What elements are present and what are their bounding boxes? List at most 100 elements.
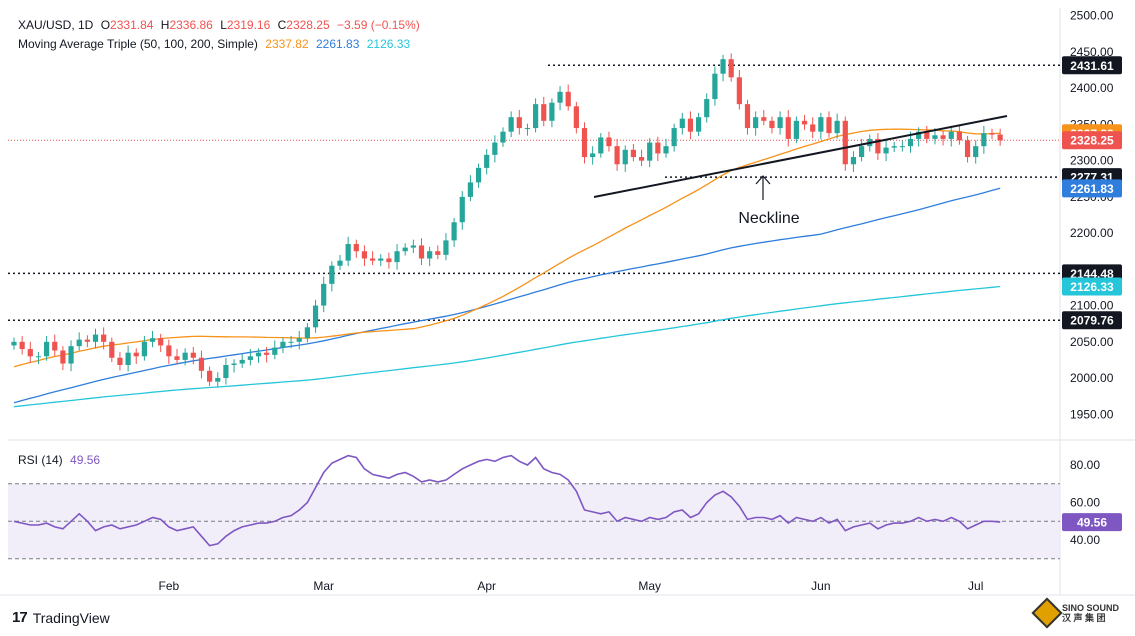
candle-body <box>492 142 498 155</box>
candle-body <box>981 133 987 147</box>
tradingview-icon: 17 <box>12 609 28 626</box>
candle-body <box>223 364 229 379</box>
last-price-tag <box>1062 131 1122 150</box>
candle-body <box>598 137 604 154</box>
candle-body <box>940 135 946 139</box>
ma100-line <box>13 187 1001 404</box>
time-axis: Feb Mar Apr May Jun Jul <box>159 579 984 593</box>
candle-body <box>753 117 759 129</box>
open-label: O <box>100 18 111 32</box>
price-tick-label: 2400.00 <box>1070 81 1114 95</box>
candle-body <box>125 352 131 365</box>
candle-body <box>101 334 107 342</box>
month-label: Jul <box>968 579 983 593</box>
symbol-label: XAU/USD, 1D <box>18 18 94 32</box>
watermark-text: SINO SOUND 汉 声 集 团 <box>1062 603 1120 623</box>
candle-body <box>818 117 824 132</box>
watermark: SINO SOUND 汉 声 集 团 <box>1031 597 1120 629</box>
ma200-tag <box>1062 277 1122 296</box>
candle-body <box>663 146 669 154</box>
candle-body <box>443 240 449 255</box>
ma-header: Moving Average Triple (50, 100, 200, Sim… <box>18 37 414 51</box>
rsi-pane <box>8 454 1060 560</box>
open-value: 2331.84 <box>110 18 154 32</box>
candle-body <box>435 251 441 255</box>
level-2144-tag-label: 2144.48 <box>1070 267 1114 281</box>
month-label: Feb <box>159 579 180 593</box>
candle-body <box>696 117 702 132</box>
change-value: −3.59 (−0.15%) <box>337 18 420 32</box>
candle-body <box>581 128 588 158</box>
ma-title[interactable]: Moving Average Triple (50, 100, 200, Sim… <box>18 37 258 51</box>
candle-body <box>272 347 278 355</box>
rsi-header-value: 49.56 <box>70 453 101 467</box>
candle-body <box>777 117 783 129</box>
price-axis: 1950.002000.002050.002100.002150.002200.… <box>1070 9 1114 547</box>
candle-body <box>508 117 514 132</box>
candle-body <box>68 346 74 364</box>
price-pane: Neckline <box>0 8 1135 596</box>
price-tick-label: 2500.00 <box>1070 9 1114 23</box>
candle-body <box>924 131 930 139</box>
candle-body <box>973 146 979 158</box>
candle-body <box>92 334 99 342</box>
candle-body <box>402 247 408 252</box>
candle-body <box>166 345 172 357</box>
candle-body <box>516 117 522 129</box>
candle-body <box>964 140 971 158</box>
candle-body <box>296 338 302 342</box>
candle-body <box>573 106 579 129</box>
candle-body <box>247 356 253 360</box>
candle-body <box>158 338 164 346</box>
candle-body <box>655 142 661 154</box>
ma200-tag-label: 2126.33 <box>1070 280 1114 294</box>
candle-body <box>255 352 262 357</box>
candle-body <box>785 117 791 139</box>
candle-body <box>989 133 995 135</box>
candle-body <box>84 339 90 342</box>
diamond-logo-icon <box>1031 597 1063 629</box>
candle-body <box>76 339 82 347</box>
rsi-tag <box>1062 513 1122 532</box>
rsi-header: RSI (14) 49.56 <box>18 453 104 467</box>
candle-body <box>198 357 205 371</box>
month-label: Jun <box>811 579 830 593</box>
candle-body <box>761 117 767 121</box>
rsi-tick-label: 40.00 <box>1070 533 1100 547</box>
candle-body <box>264 352 270 355</box>
candle-body <box>614 146 620 165</box>
candle-body <box>207 370 213 382</box>
candle-body <box>736 77 742 105</box>
tradingview-logo[interactable]: 17 TradingView <box>12 609 110 626</box>
candle-body <box>679 118 685 129</box>
rsi-title[interactable]: RSI (14) <box>18 453 63 467</box>
candle-body <box>451 222 457 241</box>
candle-body <box>149 338 156 342</box>
ma100-tag-label: 2261.83 <box>1070 182 1114 196</box>
candle-body <box>288 341 294 343</box>
price-tick-label: 1950.00 <box>1070 407 1114 421</box>
candle-body <box>793 120 799 139</box>
month-label: May <box>638 579 661 593</box>
level-2431-tag <box>1062 56 1122 75</box>
price-tick-label: 2200.00 <box>1070 226 1114 240</box>
candle-body <box>35 356 42 358</box>
candle-body <box>141 341 147 357</box>
ma200-line <box>13 285 1001 408</box>
candle-body <box>712 73 718 100</box>
tradingview-wordmark: TradingView <box>32 609 110 626</box>
candle-body <box>337 260 343 266</box>
candle-body <box>932 135 938 139</box>
neckline-arrow-head <box>755 175 771 185</box>
candle-body <box>622 149 628 165</box>
candle-body <box>459 196 465 223</box>
level-2431-tag-label: 2431.61 <box>1070 59 1114 73</box>
rsi-tag-label: 49.56 <box>1077 516 1107 530</box>
candle-body <box>948 131 954 139</box>
month-label: Mar <box>313 579 334 593</box>
close-value: 2328.25 <box>286 18 330 32</box>
candle-body <box>312 305 319 328</box>
ohlc-header: XAU/USD, 1D O2331.84 H2336.86 L2319.16 C… <box>18 18 424 32</box>
candle-body <box>541 104 547 121</box>
